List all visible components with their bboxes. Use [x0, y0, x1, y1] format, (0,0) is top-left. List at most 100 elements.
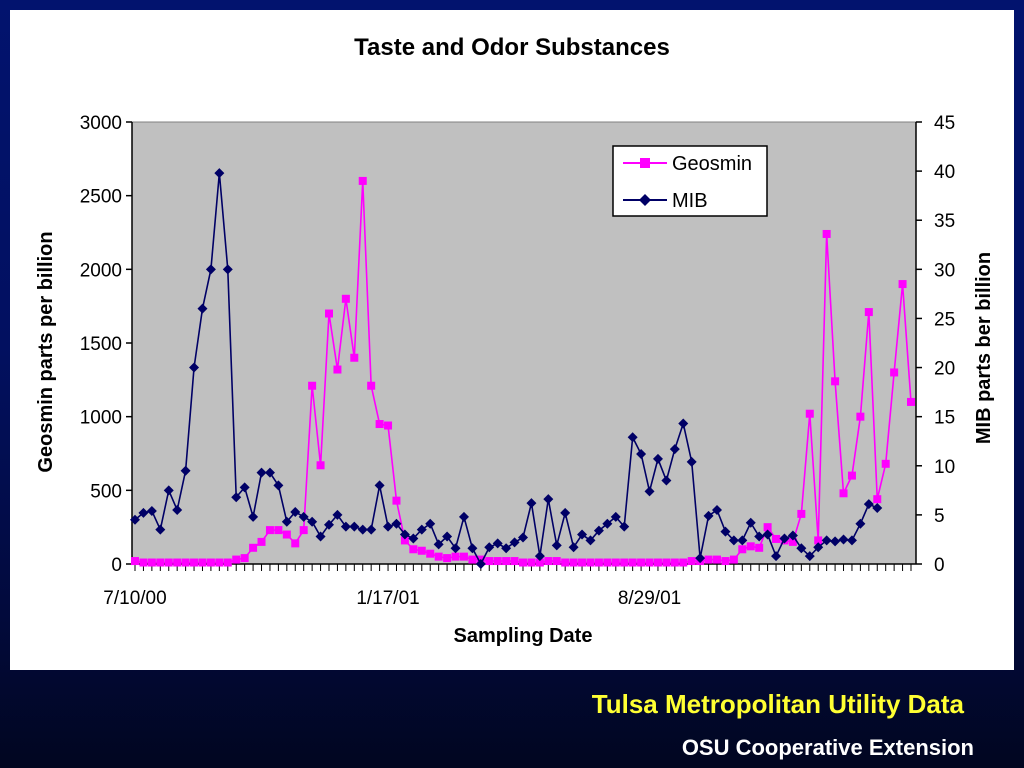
mib-point — [712, 504, 722, 515]
geosmin-point — [907, 397, 915, 406]
geosmin-point — [215, 558, 224, 567]
mib-point — [771, 551, 782, 562]
geosmin-point — [434, 552, 443, 561]
mib-point — [619, 521, 630, 532]
mib-point — [315, 531, 326, 542]
geosmin-point — [772, 534, 781, 543]
legend-geosmin-marker — [640, 158, 650, 168]
x-tick-label: 1/17/01 — [356, 588, 419, 609]
geosmin-point — [552, 557, 561, 566]
chart-panel: Taste and Odor Substances 0 500 1000 1500 20… — [10, 10, 1014, 670]
y2-axis-label: MIB parts ber billion — [973, 252, 995, 444]
mib-point — [433, 539, 444, 550]
mib-point — [501, 543, 512, 554]
geosmin-point — [206, 558, 215, 567]
mib-point — [568, 542, 579, 553]
geosmin-point — [384, 421, 393, 430]
mib-point — [855, 518, 866, 529]
geosmin-point — [713, 555, 721, 564]
mib-point — [526, 498, 537, 509]
geosmin-point — [620, 558, 629, 567]
y-tick-label: 1000 — [80, 408, 122, 429]
mib-point — [450, 543, 461, 554]
geosmin-point — [898, 280, 907, 289]
geosmin-point — [308, 381, 317, 390]
y-tick-label: 2000 — [80, 260, 122, 281]
geosmin-point — [400, 536, 409, 545]
mib-point — [846, 535, 857, 546]
mib-point — [138, 507, 149, 518]
mib-point — [273, 480, 284, 491]
y2-tick-label: 0 — [934, 555, 945, 576]
geosmin-point — [578, 558, 587, 567]
geosmin-point — [459, 552, 468, 561]
y-axis-label: Geosmin parts per billion — [35, 231, 57, 472]
geosmin-point — [350, 353, 359, 362]
mib-point — [585, 535, 596, 546]
mib-point — [442, 531, 453, 542]
geosmin-point — [341, 294, 350, 303]
mib-point — [838, 534, 849, 545]
geosmin-point — [527, 558, 536, 567]
mib-point — [830, 536, 841, 547]
mib-point — [636, 448, 647, 459]
geosmin-point — [232, 555, 241, 564]
mib-point — [627, 432, 638, 443]
geosmin-point — [240, 554, 249, 563]
mib-point — [214, 168, 225, 179]
mib-point — [205, 264, 216, 275]
legend: Geosmin MIB — [612, 145, 768, 217]
mib-point — [669, 444, 680, 455]
geosmin-point — [561, 558, 570, 567]
mib-point — [416, 524, 427, 535]
mib-point — [146, 505, 157, 516]
mib-point — [534, 551, 545, 562]
mib-point — [678, 418, 689, 429]
mib-point — [644, 486, 655, 497]
geosmin-point — [451, 552, 460, 561]
geosmin-point — [653, 558, 662, 567]
mib-point — [737, 535, 748, 546]
geosmin-point — [594, 558, 603, 567]
geosmin-point — [814, 536, 823, 545]
y2-tick-label: 25 — [934, 309, 955, 330]
axes: 0 500 1000 1500 2000 2500 3000 0 5 10 15 20 25 30 35 40… — [80, 113, 955, 609]
geosmin-point — [147, 558, 156, 567]
geosmin-point — [822, 229, 831, 238]
geosmin-point — [662, 558, 671, 567]
mib-point — [332, 509, 343, 520]
y2-tick-label: 30 — [934, 260, 955, 281]
mib-point — [391, 518, 402, 529]
mib-point — [720, 526, 731, 537]
mib-point — [492, 538, 503, 549]
geosmin-point — [299, 526, 308, 535]
x-axis-label: Sampling Date — [454, 625, 593, 647]
mib-point — [813, 542, 824, 553]
mib-point — [222, 264, 233, 275]
geosmin-point — [788, 537, 797, 546]
mib-point — [754, 531, 765, 542]
geosmin-point — [131, 557, 139, 566]
mib-point — [686, 456, 697, 467]
mib-point — [602, 518, 613, 529]
geosmin-point — [856, 412, 865, 421]
mib-point — [863, 499, 874, 510]
geosmin-point — [274, 526, 283, 535]
geosmin-point — [881, 459, 890, 468]
mib-point — [408, 533, 419, 544]
mib-point — [610, 511, 621, 522]
geosmin-point — [611, 558, 620, 567]
geosmin-point — [417, 546, 426, 555]
mib-point — [551, 540, 562, 551]
footer-subtitle: OSU Cooperative Extension — [681, 735, 974, 760]
plot-area — [131, 121, 917, 565]
y-tick-label: 0 — [111, 555, 122, 576]
mib-point — [661, 475, 672, 486]
y-tick-label: 500 — [90, 481, 122, 502]
geosmin-point — [805, 409, 814, 418]
mib-point — [155, 524, 166, 535]
geosmin-point — [443, 554, 452, 563]
y2-tick-label: 45 — [934, 113, 955, 134]
x-tick-label: 8/29/01 — [618, 588, 681, 609]
mib-point — [324, 519, 334, 530]
